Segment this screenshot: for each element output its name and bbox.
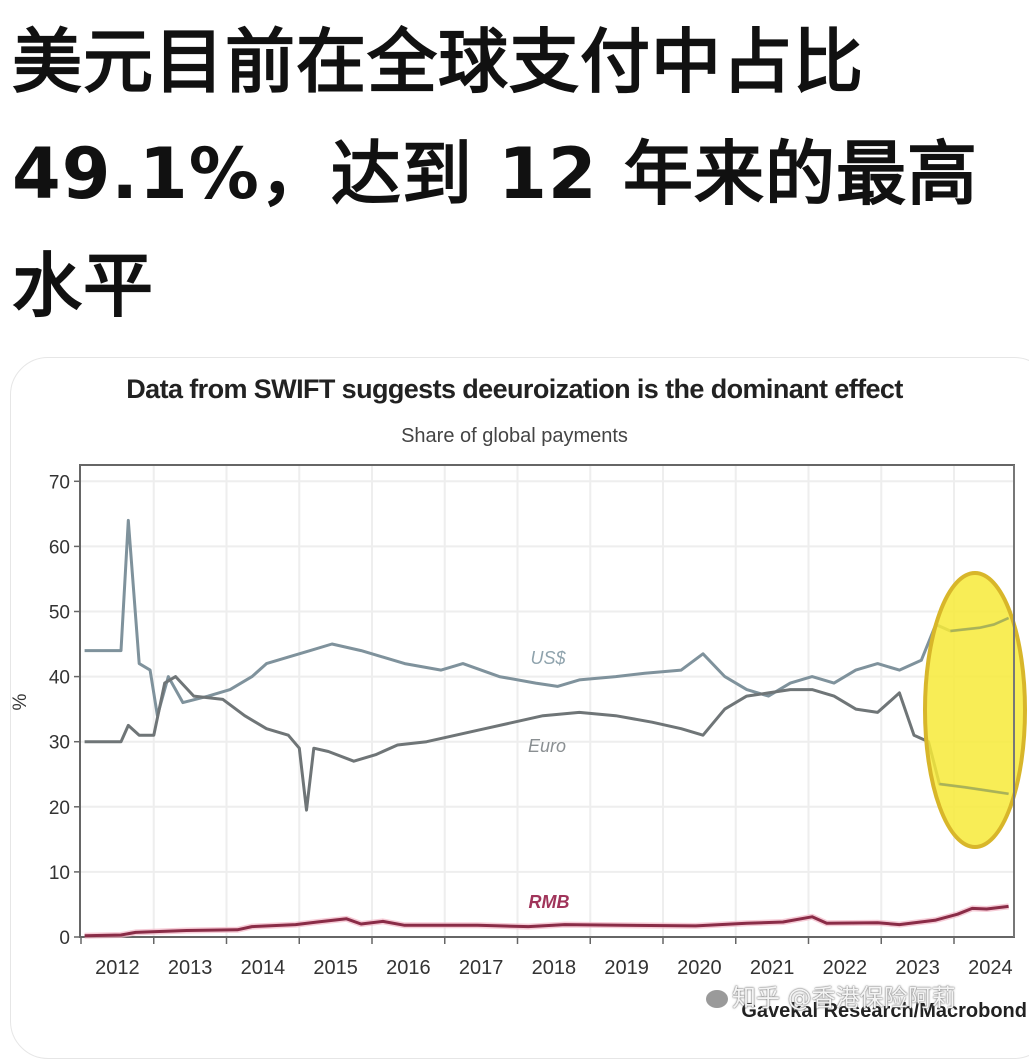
x-tick-label: 2020 (677, 957, 722, 979)
chart-subtitle: Share of global payments (401, 425, 628, 447)
x-tick-label: 2022 (823, 957, 868, 979)
highlighted-segment (950, 616, 1010, 633)
series-label-euro: Euro (528, 736, 566, 756)
x-tick-label: 2021 (750, 957, 795, 979)
y-tick-label: 20 (49, 798, 70, 819)
x-tick-label: 2019 (604, 957, 649, 979)
series-label-us: US$ (530, 648, 566, 668)
x-tick-label: 2013 (168, 957, 213, 979)
y-axis-label: % (10, 693, 31, 710)
x-tick-label: 2017 (459, 957, 504, 979)
chart-source: Gavekal Research/Macrobond (741, 1000, 1027, 1022)
headline: 美元目前在全球支付中占比 49.1%，达到 12 年来的最高 水平 (12, 6, 1022, 342)
x-tick-label: 2012 (95, 957, 140, 979)
chart-title: Data from SWIFT suggests deeuroization i… (126, 374, 903, 404)
x-tick-label: 2023 (895, 957, 940, 979)
watermark-text: 知乎 @香港保险阿莉 (732, 984, 956, 1012)
y-tick-label: 40 (49, 668, 70, 689)
x-tick-label: 2024 (968, 957, 1013, 979)
series-line-us (84, 518, 1010, 718)
x-tick-label: 2018 (532, 957, 577, 979)
x-tick-label: 2015 (313, 957, 358, 979)
y-tick-label: 70 (49, 472, 70, 493)
x-tick-label: 2014 (241, 957, 286, 979)
series-line-euro (84, 675, 1009, 812)
y-tick-label: 10 (49, 863, 70, 884)
series-line-rmb (84, 904, 1009, 938)
y-tick-label: 50 (49, 603, 70, 624)
highlighted-segment (939, 782, 1009, 796)
headline-line-2: 49.1%，达到 12 年来的最高 (12, 133, 978, 215)
x-tick-label: 2016 (386, 957, 431, 979)
series-label-rmb: RMB (529, 892, 570, 912)
y-tick-label: 30 (49, 733, 70, 754)
headline-line-3: 水平 (12, 245, 154, 327)
y-tick-label: 0 (59, 928, 70, 949)
watermark: 知乎 @香港保险阿莉 (706, 978, 956, 1013)
wechat-icon (706, 990, 728, 1008)
highlight-ellipse (923, 571, 1027, 849)
headline-line-1: 美元目前在全球支付中占比 (12, 21, 864, 103)
y-tick-label: 60 (49, 537, 70, 558)
plot-area (80, 465, 1014, 937)
